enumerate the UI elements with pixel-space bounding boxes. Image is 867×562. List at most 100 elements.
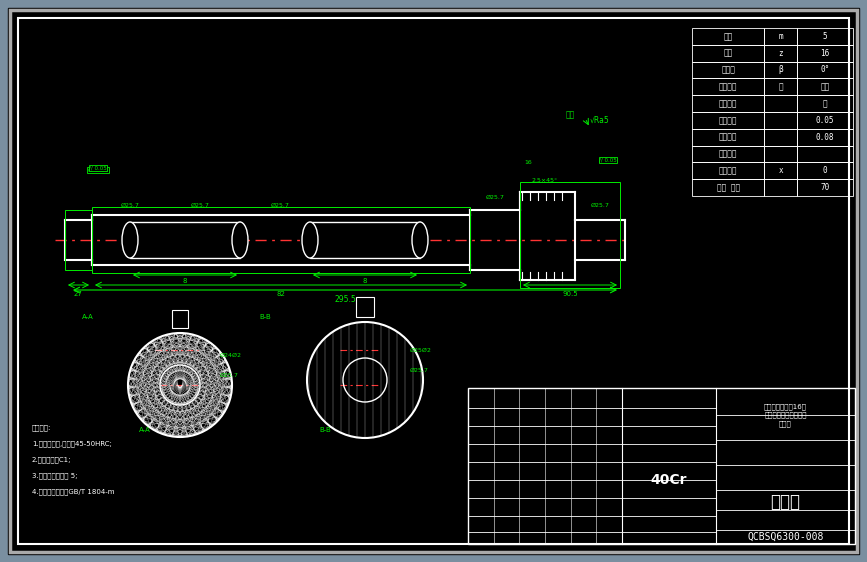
Text: B-B: B-B — [259, 314, 271, 320]
Text: 技术要求:: 技术要求: — [32, 425, 51, 431]
Text: 齿距极差: 齿距极差 — [719, 116, 738, 125]
Text: A-A: A-A — [139, 427, 151, 433]
Bar — [765, 129, 797, 146]
Text: Ø25.7: Ø25.7 — [410, 368, 429, 373]
Text: 5: 5 — [823, 32, 827, 41]
Text: √Ra5: √Ra5 — [590, 116, 610, 125]
Bar — [692, 95, 765, 112]
Bar — [797, 62, 853, 79]
Text: 16: 16 — [525, 161, 531, 165]
Text: Ø25.7: Ø25.7 — [121, 202, 140, 207]
Text: 其余: 其余 — [565, 111, 575, 120]
Text: A-A: A-A — [82, 314, 94, 320]
Text: Ø25Ø2: Ø25Ø2 — [410, 347, 432, 352]
Bar — [692, 62, 765, 79]
Text: 模数: 模数 — [724, 32, 733, 41]
Text: 齿距积差: 齿距积差 — [719, 133, 738, 142]
Bar — [797, 162, 853, 179]
Ellipse shape — [412, 222, 428, 258]
Bar — [797, 112, 853, 129]
Bar — [468, 388, 855, 544]
Bar — [797, 45, 853, 62]
Text: 3.未注倒圆角平径 5;: 3.未注倒圆角平径 5; — [32, 473, 77, 479]
Text: 哈尔滨工程大学16级
机械设计制造及其自动
化二班: 哈尔滨工程大学16级 机械设计制造及其自动 化二班 — [764, 403, 807, 427]
Bar — [765, 62, 797, 79]
Text: Ø25.7: Ø25.7 — [220, 373, 239, 378]
Bar — [797, 146, 853, 162]
Text: 变位系数: 变位系数 — [719, 166, 738, 175]
Text: 2.未注倒圆角C1;: 2.未注倒圆角C1; — [32, 457, 71, 463]
Bar — [310, 222, 420, 258]
Bar — [765, 45, 797, 62]
Bar — [765, 146, 797, 162]
Text: 啮合 齿轮: 啮合 齿轮 — [717, 183, 740, 192]
Text: Ø25.7: Ø25.7 — [191, 202, 210, 207]
Bar — [797, 79, 853, 95]
Text: // 0.05: // 0.05 — [599, 157, 617, 162]
Text: 图纸: 图纸 — [820, 82, 830, 91]
Text: 70: 70 — [820, 183, 830, 192]
Text: 中间轴: 中间轴 — [771, 493, 800, 511]
Text: 精度等级: 精度等级 — [719, 82, 738, 91]
Bar — [692, 45, 765, 62]
Bar — [92, 207, 470, 273]
Bar — [765, 28, 797, 45]
Bar — [692, 162, 765, 179]
Ellipse shape — [232, 222, 248, 258]
Text: 齿数: 齿数 — [724, 49, 733, 58]
Bar — [692, 146, 765, 162]
Text: 27: 27 — [74, 291, 82, 297]
Bar — [765, 179, 797, 196]
Text: Ø25.7: Ø25.7 — [486, 194, 505, 200]
Bar — [797, 95, 853, 112]
Bar — [65, 210, 92, 270]
Bar — [356, 297, 374, 317]
Text: B-B: B-B — [319, 427, 331, 433]
Text: QCBSQ6300-008: QCBSQ6300-008 — [747, 532, 824, 542]
Text: Ø 0.05: Ø 0.05 — [88, 167, 108, 173]
Text: 4.未注尺寸公差按GB/T 1804-m: 4.未注尺寸公差按GB/T 1804-m — [32, 489, 114, 495]
Text: // 0.05: // 0.05 — [89, 165, 107, 170]
Bar — [765, 162, 797, 179]
Text: 螺旋角: 螺旋角 — [721, 66, 735, 75]
Text: 0.05: 0.05 — [816, 116, 834, 125]
Bar — [765, 79, 797, 95]
Text: 0°: 0° — [820, 66, 830, 75]
Text: m: m — [779, 32, 783, 41]
Text: 40Cr: 40Cr — [651, 473, 688, 487]
Text: 齿轮方向: 齿轮方向 — [719, 99, 738, 108]
Bar — [797, 129, 853, 146]
Text: 0.08: 0.08 — [816, 133, 834, 142]
Text: 2.5×45°: 2.5×45° — [532, 178, 558, 183]
Text: z: z — [779, 49, 783, 58]
Bar — [765, 95, 797, 112]
Text: 90.5: 90.5 — [562, 291, 577, 297]
Bar — [692, 28, 765, 45]
Text: 1.未注火处理,硬度为45-50HRC;: 1.未注火处理,硬度为45-50HRC; — [32, 441, 112, 447]
Bar — [765, 112, 797, 129]
Bar — [520, 182, 620, 288]
Bar — [692, 129, 765, 146]
Bar — [797, 28, 853, 45]
Text: 无: 无 — [823, 99, 827, 108]
Bar — [692, 112, 765, 129]
Text: 0: 0 — [823, 166, 827, 175]
Bar — [172, 310, 188, 328]
Text: Ø25.7: Ø25.7 — [271, 202, 290, 207]
Bar — [692, 79, 765, 95]
Ellipse shape — [122, 222, 138, 258]
Text: 295.5: 295.5 — [334, 296, 355, 305]
Bar — [797, 179, 853, 196]
Text: 齿形公差: 齿形公差 — [719, 149, 738, 158]
Bar — [692, 179, 765, 196]
Text: Ø25.7: Ø25.7 — [590, 202, 610, 207]
Text: 视: 视 — [779, 82, 783, 91]
Bar — [130, 222, 240, 258]
Text: β: β — [779, 66, 783, 75]
Text: 16: 16 — [820, 49, 830, 58]
Text: 82: 82 — [277, 291, 285, 297]
Text: x: x — [779, 166, 783, 175]
Ellipse shape — [302, 222, 318, 258]
Text: 8: 8 — [183, 278, 187, 284]
Text: 8: 8 — [362, 278, 368, 284]
